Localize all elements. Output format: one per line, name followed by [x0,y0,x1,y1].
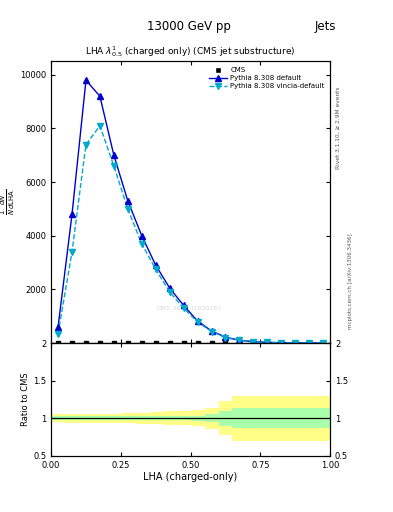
Text: 13000 GeV pp: 13000 GeV pp [147,20,231,33]
X-axis label: LHA (charged-only): LHA (charged-only) [143,472,238,482]
Legend: CMS, Pythia 8.308 default, Pythia 8.308 vincia-default: CMS, Pythia 8.308 default, Pythia 8.308 … [207,65,327,91]
Y-axis label: Ratio to CMS: Ratio to CMS [21,373,30,426]
Text: LHA $\lambda^{1}_{0.5}$ (charged only) (CMS jet substructure): LHA $\lambda^{1}_{0.5}$ (charged only) (… [85,44,296,58]
Text: Jets: Jets [314,20,336,33]
Text: Rivet 3.1.10, ≥ 2.9M events: Rivet 3.1.10, ≥ 2.9M events [336,87,341,169]
Text: mcplots.cern.ch [arXiv:1306.3436]: mcplots.cern.ch [arXiv:1306.3436] [348,234,353,329]
Y-axis label: $\frac{1}{N}\frac{dN}{d\mathrm{LHA}}$: $\frac{1}{N}\frac{dN}{d\mathrm{LHA}}$ [0,189,17,216]
Text: CMS_2021_I1920187: CMS_2021_I1920187 [157,305,222,311]
